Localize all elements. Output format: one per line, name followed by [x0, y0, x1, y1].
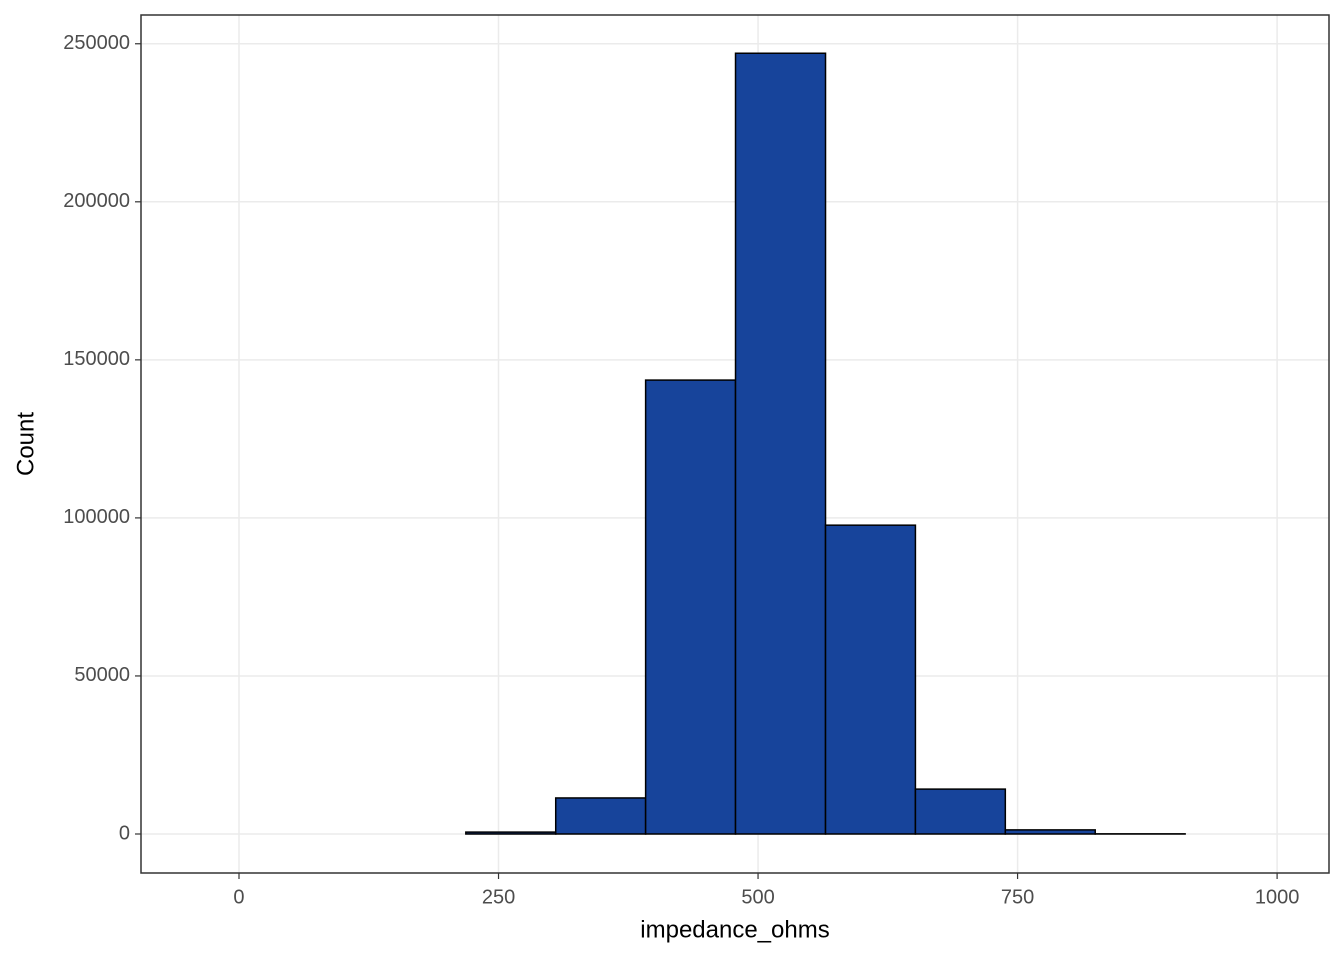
- bar: [1004, 829, 1096, 835]
- x-axis-title: impedance_ohms: [640, 916, 829, 943]
- y-tick-label: 200000: [63, 190, 130, 212]
- x-tick-label: 500: [741, 886, 774, 908]
- bar: [465, 831, 557, 835]
- x-tick-label: 750: [1001, 886, 1034, 908]
- bar: [734, 52, 827, 835]
- bar: [554, 797, 647, 835]
- x-tick-label: 1000: [1255, 886, 1300, 908]
- y-tick-label: 100000: [63, 506, 130, 528]
- bar: [914, 788, 1007, 835]
- y-tick-label: 0: [119, 822, 130, 844]
- bar: [824, 524, 917, 835]
- y-tick-label: 250000: [63, 32, 130, 54]
- x-tick-label: 250: [482, 886, 515, 908]
- y-tick-label: 50000: [74, 664, 130, 686]
- plot-border: [140, 14, 1330, 874]
- x-tick-label: 0: [233, 886, 244, 908]
- y-tick-label: 150000: [63, 348, 130, 370]
- y-axis-title: Count: [12, 412, 39, 476]
- bar: [644, 379, 737, 835]
